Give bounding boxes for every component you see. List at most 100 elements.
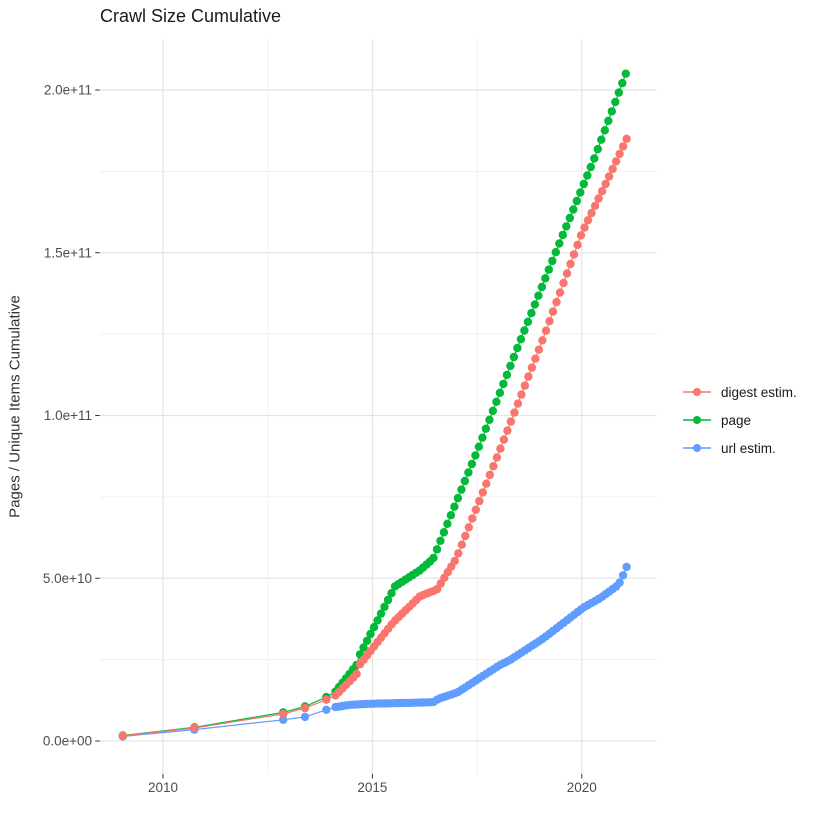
data-point [506,361,515,371]
data-point [495,388,505,397]
data-point [352,669,361,679]
data-point [322,695,331,704]
legend-key-icon [683,416,711,424]
data-point [300,712,310,722]
data-point [530,300,540,309]
y-tick-label: 2.0e+11 [44,83,92,98]
data-point [520,381,530,390]
data-point [579,179,588,189]
data-point [429,553,438,563]
data-point [590,154,599,163]
x-tick-label: 2010 [148,780,178,795]
y-tick-label: 1.0e+11 [44,408,92,423]
data-point [569,205,578,214]
data-point [601,179,610,189]
legend-label: digest estim. [721,384,797,400]
data-point [573,240,582,250]
data-point [513,343,522,353]
data-point [614,88,623,97]
data-point [566,259,575,269]
data-point [545,317,554,326]
data-point [446,511,456,520]
data-point [387,589,396,598]
data-point [622,562,631,572]
data-point [534,291,543,300]
data-point [552,297,561,307]
data-point [366,629,375,639]
data-point [621,69,630,78]
data-point [496,444,505,453]
data-point [607,107,616,116]
data-point [608,164,617,174]
data-point [453,493,463,503]
data-point [432,545,442,554]
data-point [548,256,557,266]
x-tick-label: 2020 [567,780,597,795]
data-point [485,470,494,480]
data-point [583,171,592,180]
data-point [615,149,624,159]
data-point [478,488,487,497]
y-axis-title: Pages / Unique Items Cumulative [6,295,24,518]
y-tick-label: 1.5e+11 [44,245,92,260]
data-point [531,354,540,363]
data-point [590,201,600,210]
data-point [460,476,470,486]
data-point [622,134,631,143]
legend-label: url estim. [721,440,776,456]
data-point [383,595,393,605]
data-point [369,623,379,632]
data-point [555,288,565,297]
data-point [513,399,523,408]
data-point [322,705,331,714]
data-point [510,408,519,417]
data-point [467,459,477,469]
data-point [618,78,627,88]
data-point [362,636,372,645]
data-point [492,397,501,406]
data-point [534,345,544,354]
legend-key-icon [683,388,711,396]
data-point [464,523,473,532]
data-point [600,126,609,135]
data-point [524,372,533,381]
legend-key-icon [683,444,711,452]
chart-title: Crawl Size Cumulative [100,6,282,26]
data-point [572,196,581,206]
data-point [468,514,477,523]
data-point [569,250,579,259]
data-point [443,519,452,528]
data-point [516,335,526,344]
data-point [562,222,571,231]
data-point [562,269,572,278]
data-point [436,536,445,545]
data-point [565,213,574,223]
data-point [597,135,606,144]
series-url-estim [118,562,631,741]
data-point [506,417,516,426]
data-point [464,468,473,477]
data-point [279,709,288,719]
data-point [376,609,386,618]
data-point [118,731,128,740]
data-point [618,571,628,580]
data-point [461,531,470,541]
data-point [454,549,463,558]
data-point [611,97,620,107]
data-point [576,231,586,240]
legend-entry: page [680,406,826,434]
data-point [380,602,389,611]
data-point [544,265,553,274]
legend-label: page [721,412,752,428]
data-point [471,505,480,514]
data-point [583,216,593,225]
y-tick-label: 0.0e+00 [43,734,92,749]
data-point [439,528,449,537]
data-point [481,424,491,433]
data-point [499,435,509,444]
data-point [482,479,491,488]
data-point [300,703,310,713]
data-point [555,239,564,248]
data-point [597,187,607,196]
